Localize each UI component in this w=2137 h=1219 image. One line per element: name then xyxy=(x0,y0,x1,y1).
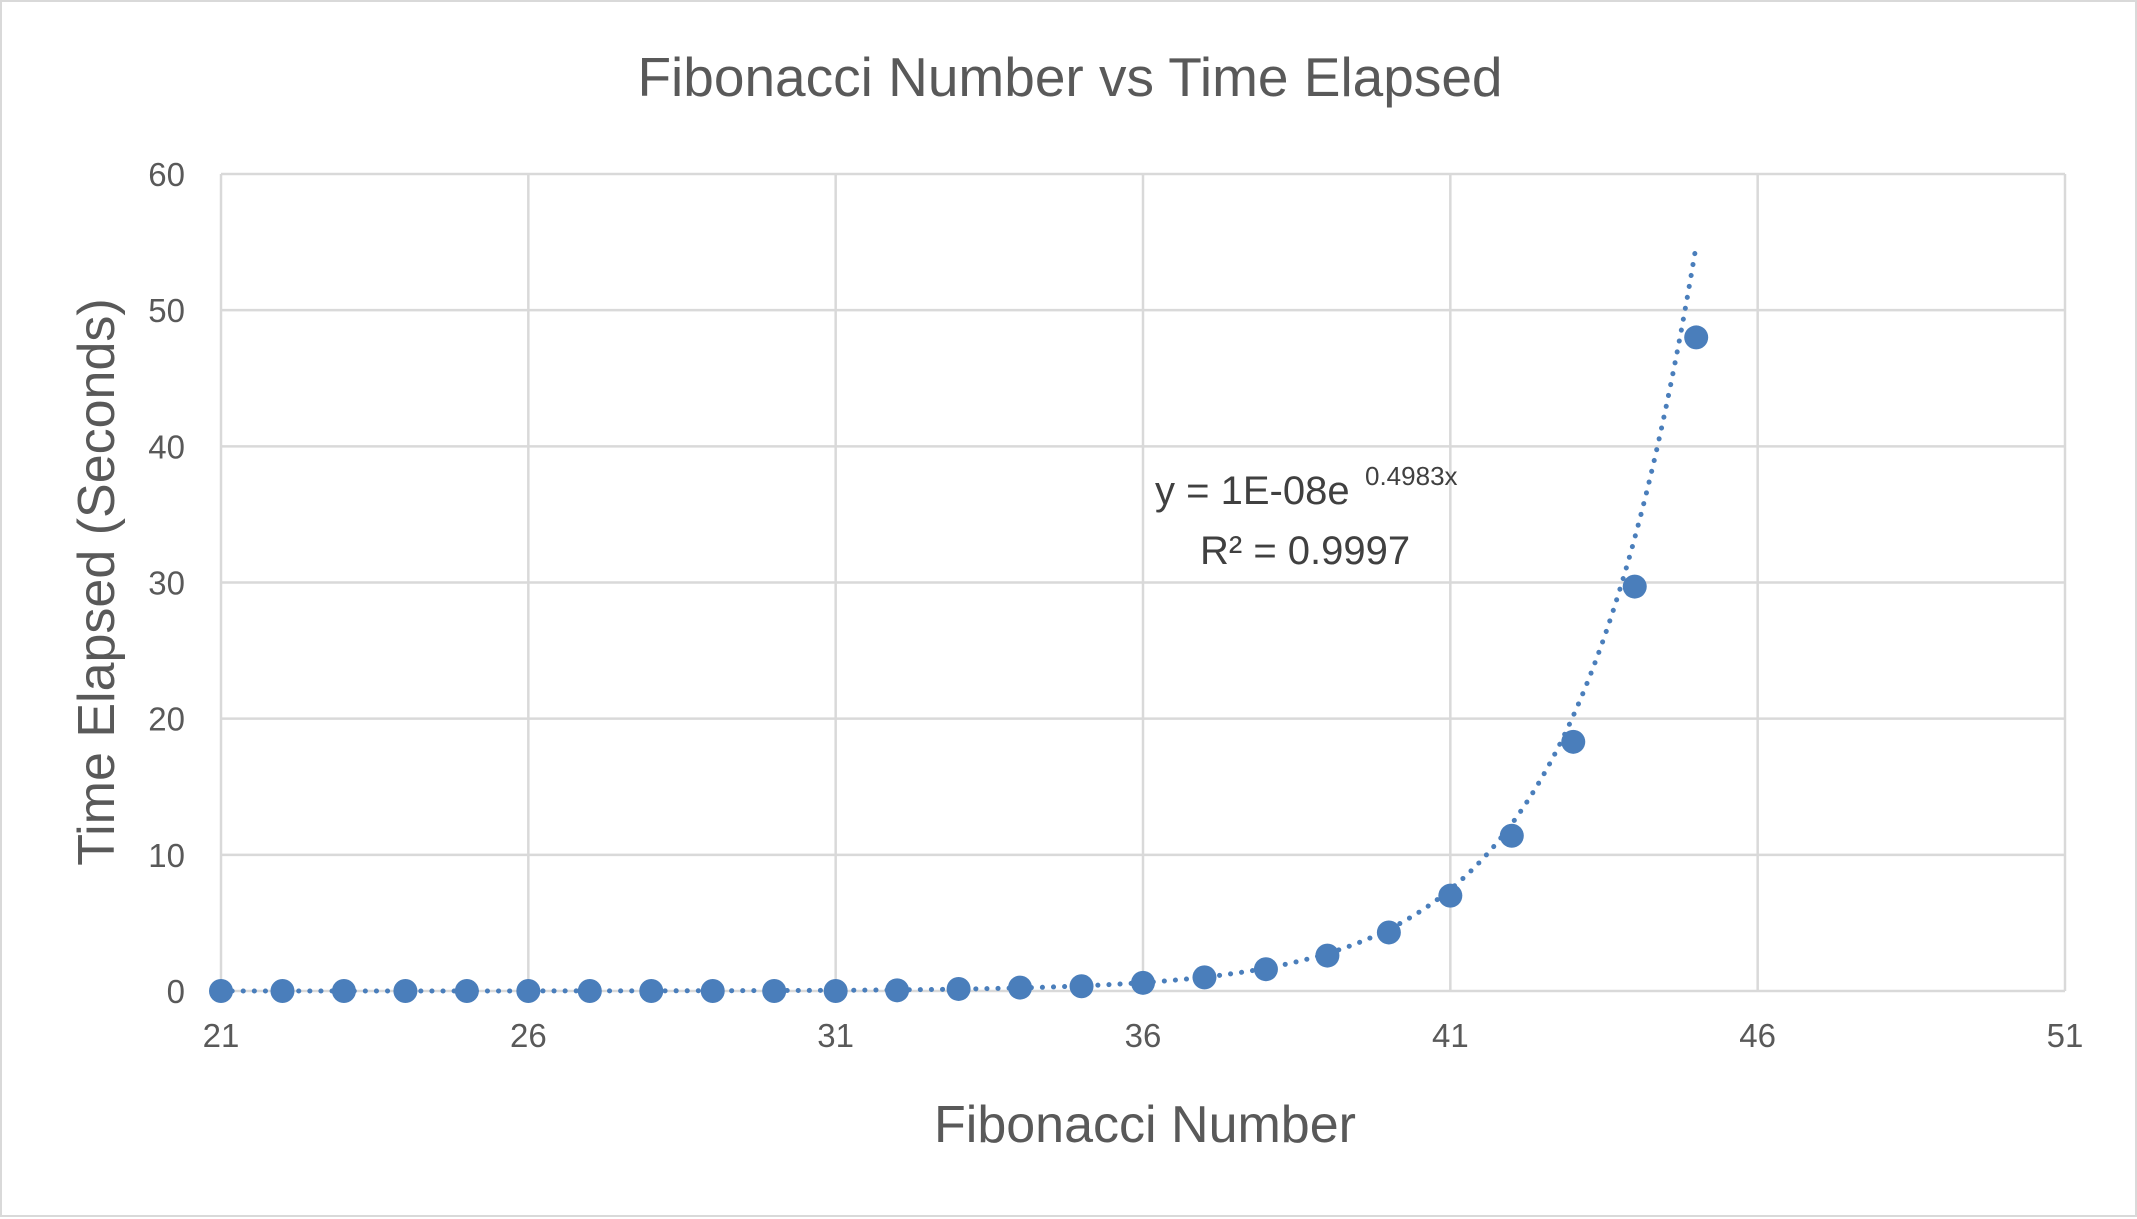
data-point xyxy=(331,979,356,1003)
x-tick-label: 41 xyxy=(1432,1017,1469,1054)
y-axis-title: Time Elapsed (Seconds) xyxy=(68,298,126,865)
data-point xyxy=(700,979,725,1003)
data-point xyxy=(270,979,295,1003)
y-tick-label: 30 xyxy=(148,565,185,602)
x-tick-label: 21 xyxy=(203,1017,240,1054)
y-tick-label: 50 xyxy=(148,292,185,329)
x-tick-label: 51 xyxy=(2047,1017,2084,1054)
data-point xyxy=(516,979,541,1003)
data-points xyxy=(209,325,1709,1003)
data-point xyxy=(762,979,787,1003)
trendline-equation-exponent: 0.4983x xyxy=(1365,461,1458,491)
data-point xyxy=(1192,965,1217,990)
trendline xyxy=(218,242,1699,994)
x-tick-label: 36 xyxy=(1125,1017,1162,1054)
data-point xyxy=(577,979,602,1003)
trendline-r-squared: R² = 0.9997 xyxy=(1200,529,1410,573)
data-point xyxy=(1069,974,1094,999)
trendline-equation-base: y = 1E-08e xyxy=(1155,469,1350,513)
x-tick-label: 26 xyxy=(510,1017,547,1054)
data-point xyxy=(1131,970,1155,995)
data-point xyxy=(885,978,910,1003)
data-point xyxy=(454,979,479,1003)
gridlines xyxy=(219,172,2067,993)
y-tick-label: 10 xyxy=(148,837,185,874)
x-tick-label: 46 xyxy=(1739,1017,1776,1054)
x-axis-title: Fibonacci Number xyxy=(934,1096,1356,1154)
x-tick-label: 31 xyxy=(817,1017,854,1054)
data-point xyxy=(823,979,848,1003)
chart-title: Fibonacci Number vs Time Elapsed xyxy=(637,46,1502,108)
x-tick-labels: 21 26 31 36 41 46 51 xyxy=(203,1017,2084,1054)
data-point xyxy=(639,979,664,1003)
data-point xyxy=(1499,823,1524,848)
data-point xyxy=(1376,920,1401,945)
data-point xyxy=(1008,975,1033,1000)
data-point xyxy=(1253,957,1278,982)
data-point xyxy=(209,979,233,1003)
data-point xyxy=(1684,325,1709,350)
data-point xyxy=(1438,883,1463,908)
data-point xyxy=(1315,943,1340,968)
y-tick-labels: 0 10 20 30 40 50 60 xyxy=(148,156,185,1010)
y-tick-label: 60 xyxy=(148,156,185,193)
y-tick-label: 40 xyxy=(148,428,185,465)
trendline-equation: y = 1E-08e 0.4983x R² = 0.9997 xyxy=(1155,461,1458,573)
data-point xyxy=(1622,574,1647,599)
y-tick-label: 20 xyxy=(148,701,185,738)
data-point xyxy=(1561,729,1586,754)
data-point xyxy=(946,976,971,1001)
data-point xyxy=(393,979,418,1003)
y-tick-label: 0 xyxy=(167,973,185,1010)
